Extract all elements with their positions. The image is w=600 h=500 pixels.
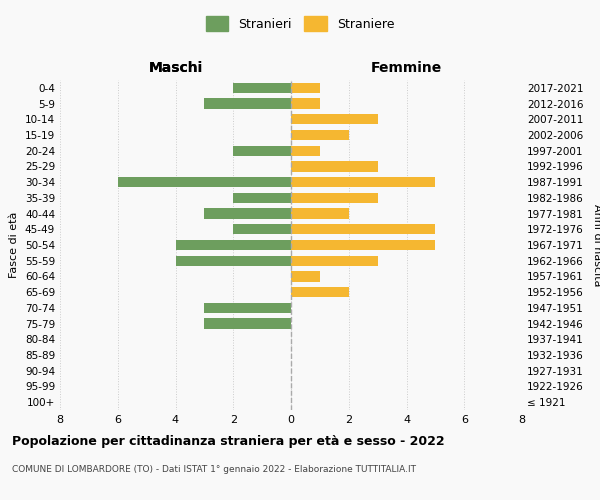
Bar bbox=[291, 287, 349, 297]
Bar bbox=[291, 240, 436, 250]
Bar bbox=[291, 177, 436, 188]
Bar bbox=[291, 146, 320, 156]
Bar bbox=[205, 318, 291, 328]
Bar bbox=[205, 208, 291, 218]
Text: COMUNE DI LOMBARDORE (TO) - Dati ISTAT 1° gennaio 2022 - Elaborazione TUTTITALIA: COMUNE DI LOMBARDORE (TO) - Dati ISTAT 1… bbox=[12, 465, 416, 474]
Text: Maschi: Maschi bbox=[148, 61, 203, 75]
Bar bbox=[291, 256, 377, 266]
Bar bbox=[291, 272, 320, 281]
Bar bbox=[118, 177, 291, 188]
Bar bbox=[176, 256, 291, 266]
Bar bbox=[233, 146, 291, 156]
Bar bbox=[233, 193, 291, 203]
Bar bbox=[291, 83, 320, 93]
Bar bbox=[291, 162, 377, 172]
Bar bbox=[233, 83, 291, 93]
Bar bbox=[291, 114, 377, 124]
Text: Femmine: Femmine bbox=[371, 61, 442, 75]
Bar bbox=[176, 240, 291, 250]
Bar bbox=[205, 302, 291, 313]
Bar bbox=[291, 98, 320, 108]
Bar bbox=[291, 193, 377, 203]
Bar bbox=[205, 98, 291, 108]
Bar bbox=[291, 224, 436, 234]
Legend: Stranieri, Straniere: Stranieri, Straniere bbox=[201, 11, 399, 36]
Y-axis label: Anni di nascita: Anni di nascita bbox=[592, 204, 600, 286]
Text: Popolazione per cittadinanza straniera per età e sesso - 2022: Popolazione per cittadinanza straniera p… bbox=[12, 435, 445, 448]
Y-axis label: Fasce di età: Fasce di età bbox=[10, 212, 19, 278]
Bar bbox=[233, 224, 291, 234]
Text: Maschi: Maschi bbox=[148, 61, 203, 75]
Bar bbox=[291, 208, 349, 218]
Bar bbox=[291, 130, 349, 140]
